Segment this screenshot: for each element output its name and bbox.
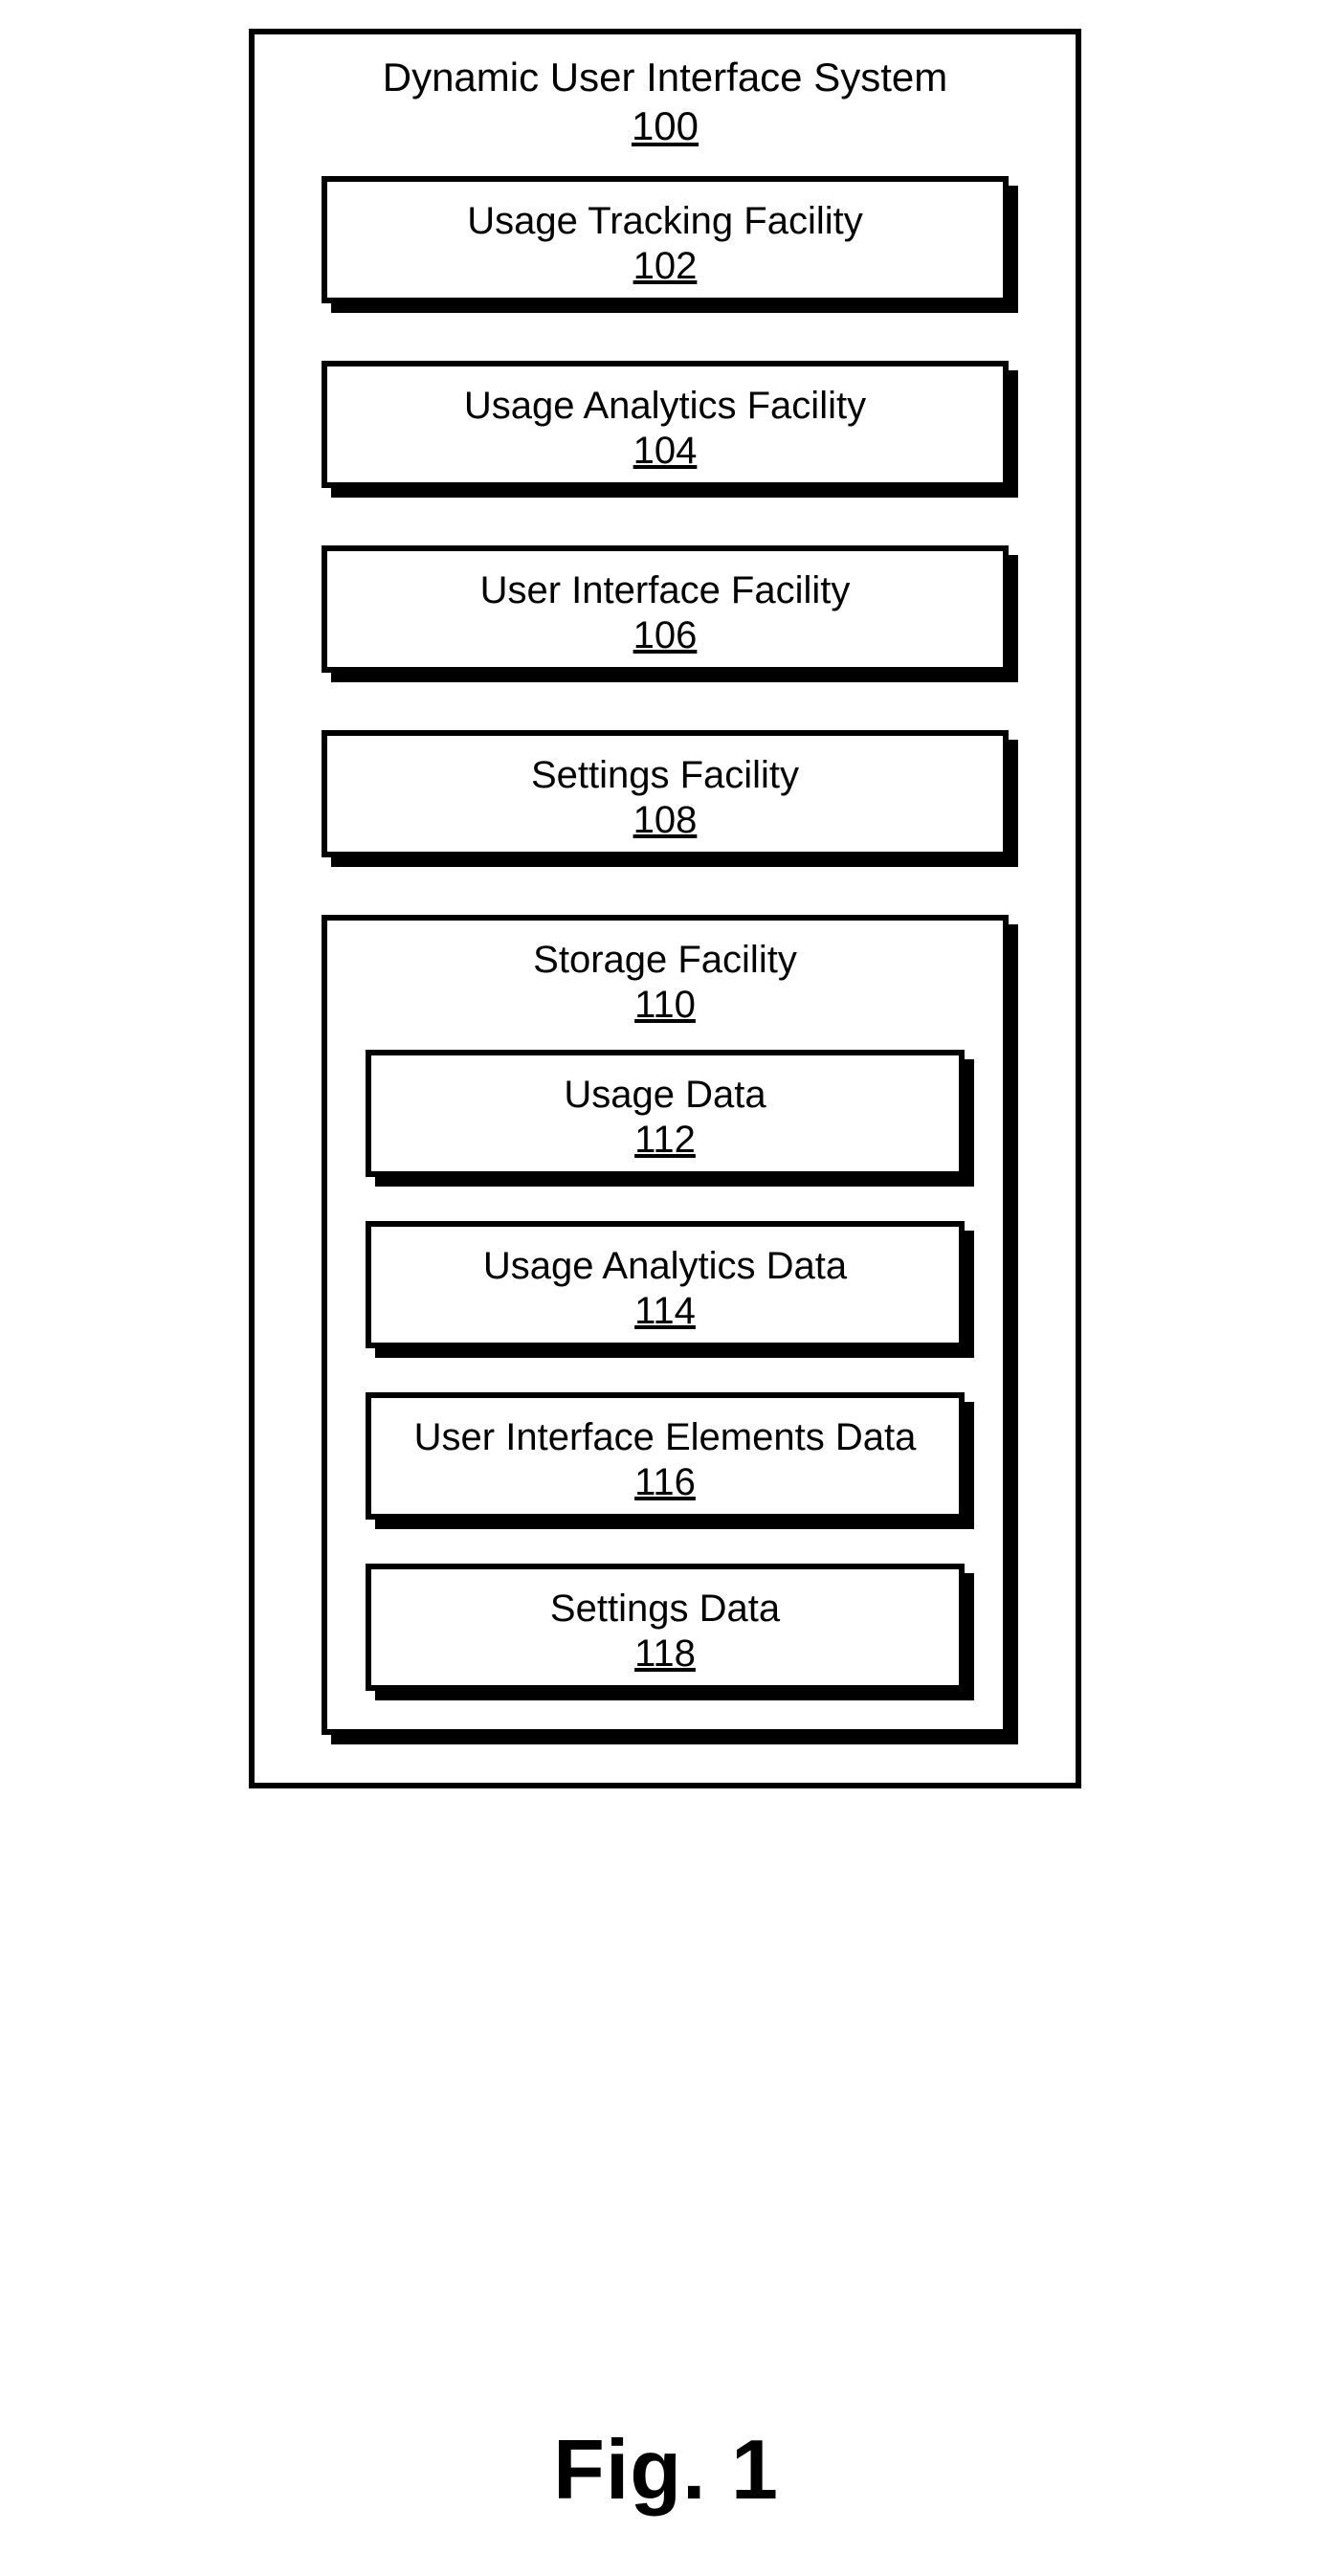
storage-item-refnum: 114 bbox=[385, 1290, 945, 1333]
system-refnum: 100 bbox=[322, 103, 1009, 149]
facility-label: Usage Analytics Facility bbox=[341, 384, 989, 428]
facility-label: User Interface Facility bbox=[341, 568, 989, 612]
system-title: Dynamic User Interface System bbox=[383, 55, 948, 100]
storage-item-refnum: 116 bbox=[385, 1461, 945, 1504]
facility-refnum: 104 bbox=[341, 430, 989, 473]
page: Dynamic User Interface System 100 Usage … bbox=[0, 0, 1332, 2576]
storage-item-label: Usage Analytics Data bbox=[385, 1244, 945, 1288]
storage-item-refnum: 118 bbox=[385, 1632, 945, 1676]
storage-item-label: User Interface Elements Data bbox=[385, 1415, 945, 1459]
storage-label: Storage Facility bbox=[366, 938, 965, 982]
storage-item-box: Settings Data 118 bbox=[366, 1564, 965, 1691]
facility-refnum: 102 bbox=[341, 245, 989, 288]
storage-item-box: Usage Analytics Data 114 bbox=[366, 1221, 965, 1348]
facility-label: Settings Facility bbox=[341, 753, 989, 797]
storage-refnum: 110 bbox=[366, 984, 965, 1027]
facility-label: Usage Tracking Facility bbox=[341, 199, 989, 243]
facility-box: Usage Tracking Facility 102 bbox=[322, 176, 1009, 303]
storage-item-refnum: 112 bbox=[385, 1119, 945, 1162]
facility-box: Usage Analytics Facility 104 bbox=[322, 361, 1009, 488]
storage-item-label: Usage Data bbox=[385, 1073, 945, 1117]
figure-caption: Fig. 1 bbox=[0, 2421, 1332, 2519]
facility-box: Settings Facility 108 bbox=[322, 730, 1009, 857]
storage-item-box: Usage Data 112 bbox=[366, 1050, 965, 1177]
storage-item-label: Settings Data bbox=[385, 1587, 945, 1631]
facility-refnum: 106 bbox=[341, 614, 989, 657]
facility-refnum: 108 bbox=[341, 799, 989, 842]
storage-item-box: User Interface Elements Data 116 bbox=[366, 1392, 965, 1520]
storage-container: Storage Facility 110 Usage Data 112 Usag… bbox=[322, 915, 1009, 1735]
system-container: Dynamic User Interface System 100 Usage … bbox=[249, 29, 1081, 1788]
facility-box: User Interface Facility 106 bbox=[322, 545, 1009, 673]
